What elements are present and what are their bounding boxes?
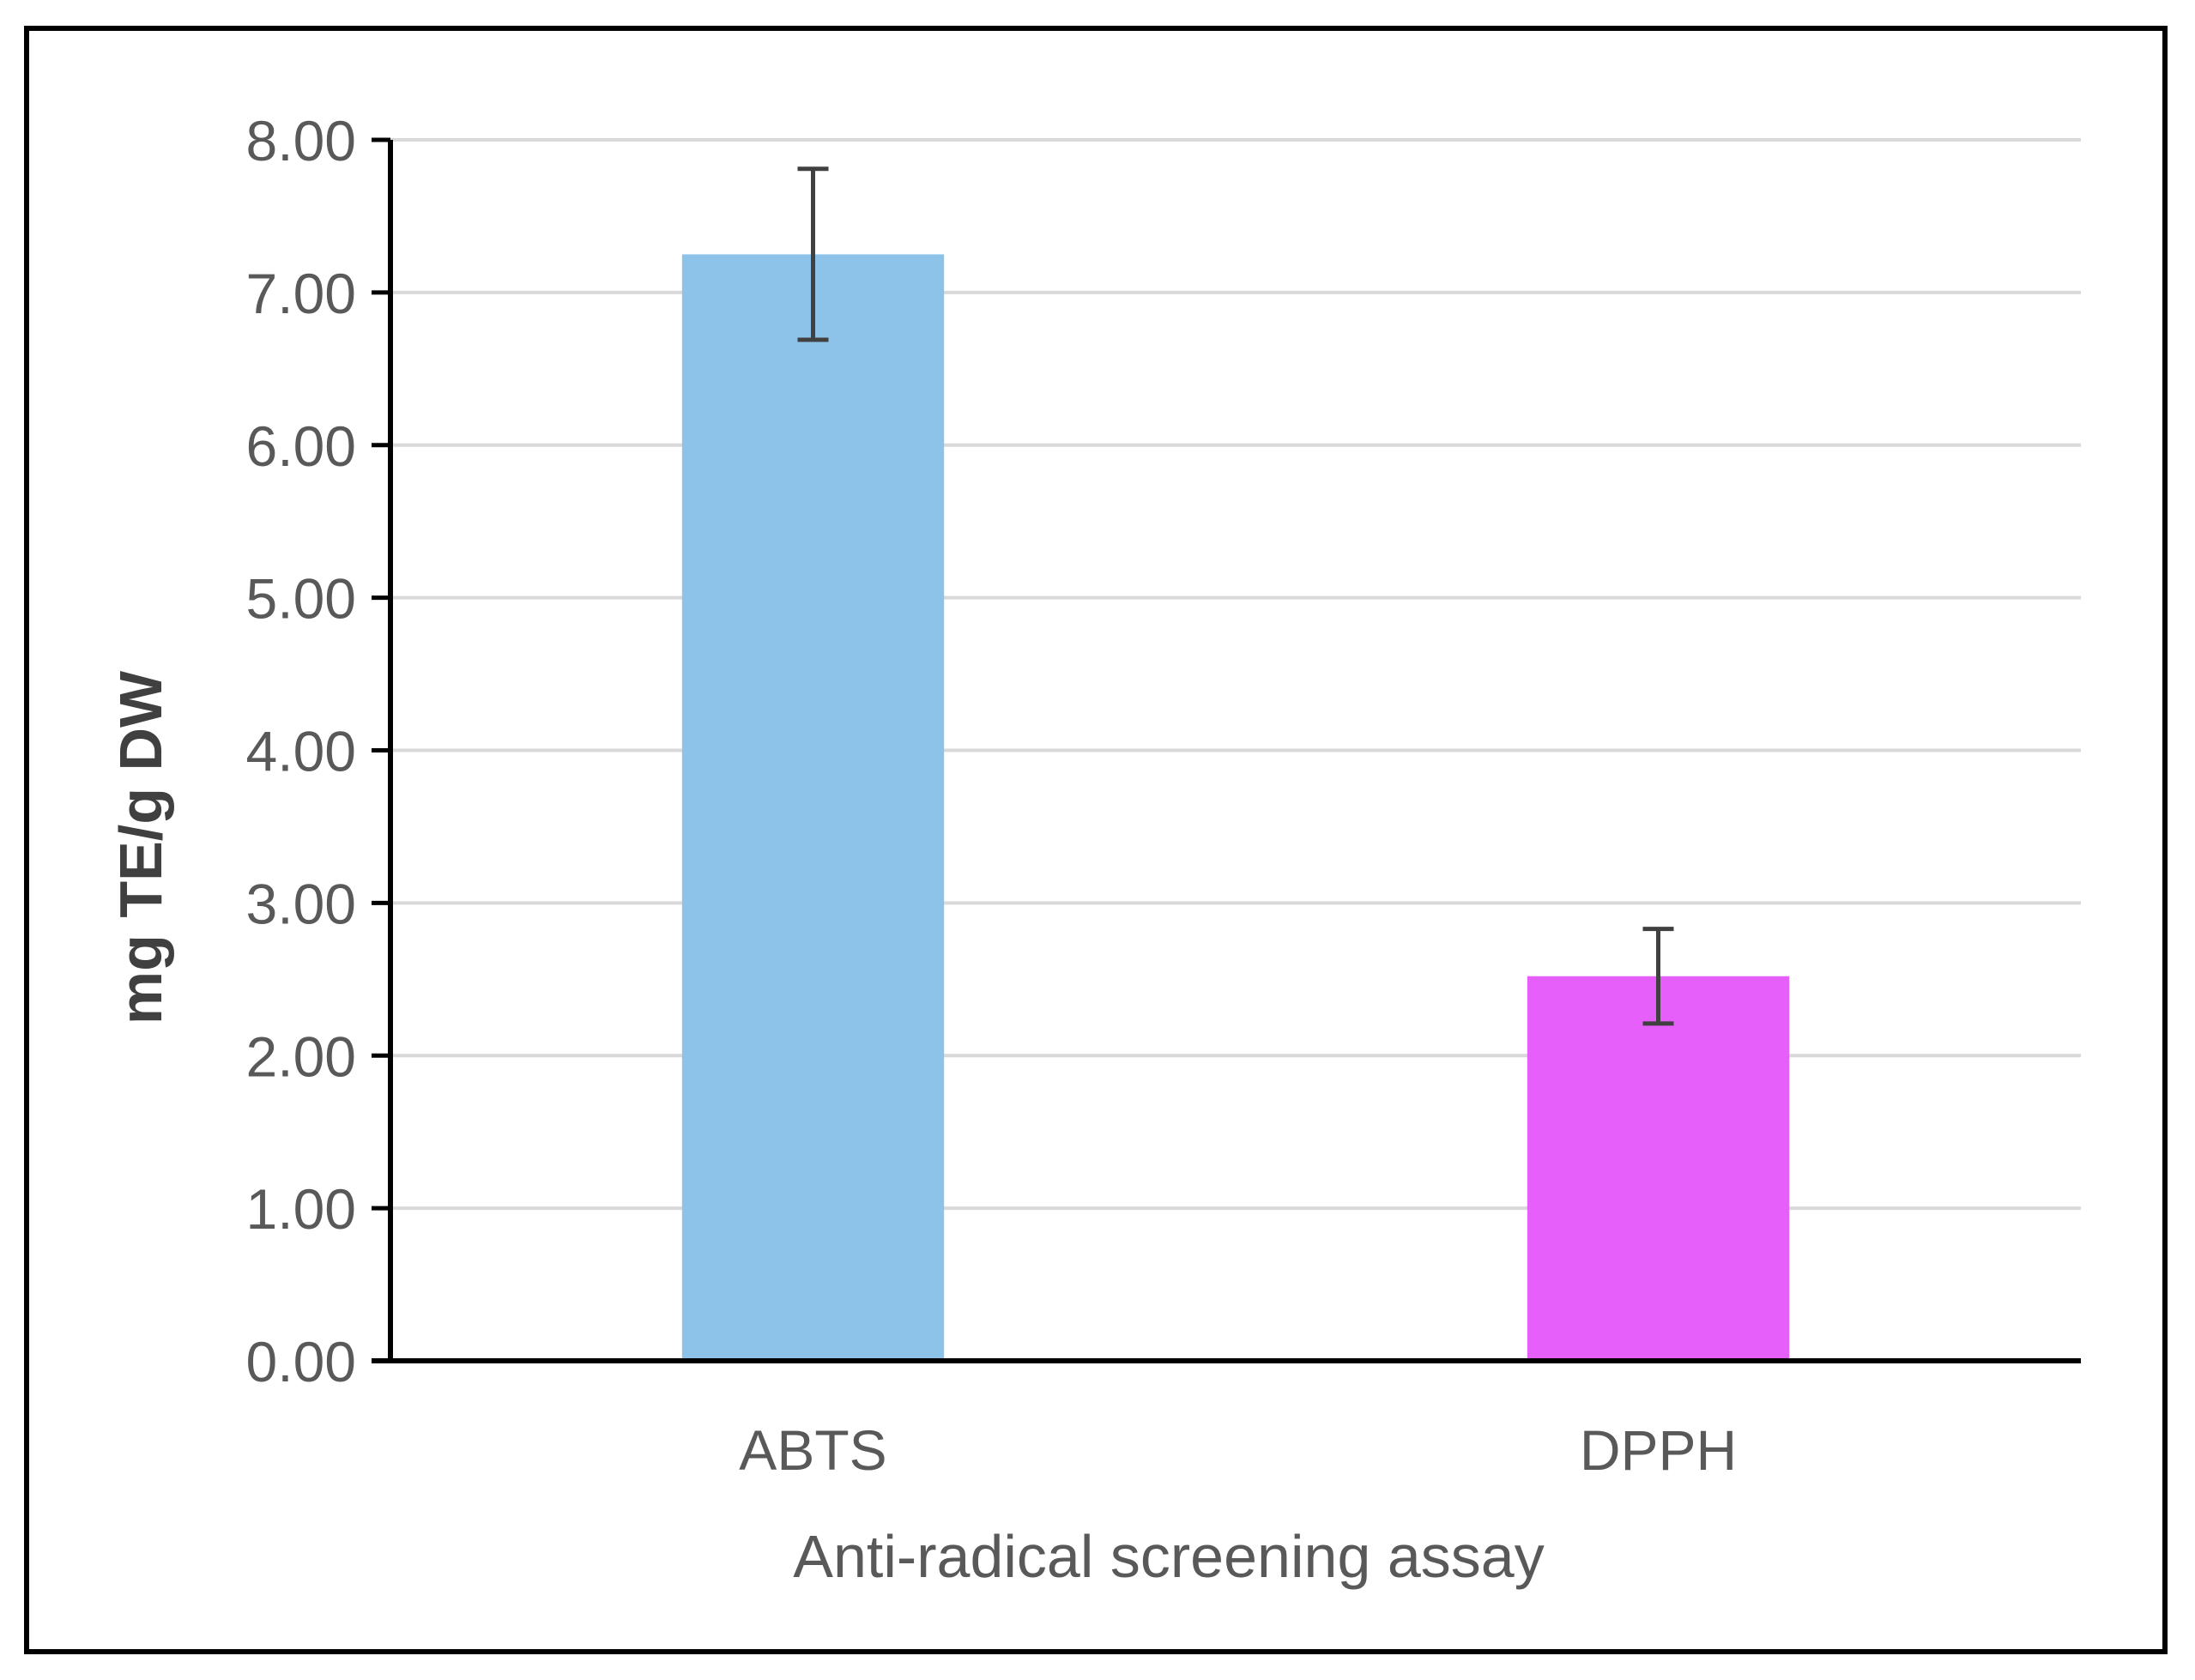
y-tick-label-6: 6.00 [246, 414, 356, 478]
error-bars [797, 166, 1674, 1026]
y-tick-label-0: 0.00 [246, 1330, 356, 1393]
error-bar-dpph [1642, 927, 1674, 1026]
bar-abts [681, 254, 945, 1358]
y-tick-label-7: 7.00 [246, 262, 356, 325]
y-tick-label-4: 4.00 [246, 720, 356, 783]
x-tick-label-abts: ABTS [739, 1418, 886, 1482]
chart-frame [24, 26, 2168, 1654]
axes [372, 137, 2081, 1363]
bars [681, 254, 1790, 1358]
y-tick-label-8: 8.00 [246, 109, 356, 172]
y-tick-label-5: 5.00 [246, 567, 356, 631]
y-tick-label-1: 1.00 [246, 1177, 356, 1241]
y-tick-labels: 0.00 1.00 2.00 3.00 4.00 5.00 6.00 7.00 8.00 [246, 109, 356, 1393]
y-tick-label-3: 3.00 [246, 872, 356, 935]
y-axis-title: mg TE/g DW [107, 671, 174, 1024]
bar-dpph [1527, 976, 1790, 1358]
y-tick-label-2: 2.00 [246, 1024, 356, 1088]
x-tick-labels: ABTS DPPH [739, 1418, 1737, 1482]
error-bar-abts [797, 166, 829, 342]
x-tick-label-dpph: DPPH [1580, 1418, 1737, 1482]
x-axis-title: Anti-radical screening assay [793, 1523, 1544, 1590]
gridlines [390, 138, 2081, 1211]
